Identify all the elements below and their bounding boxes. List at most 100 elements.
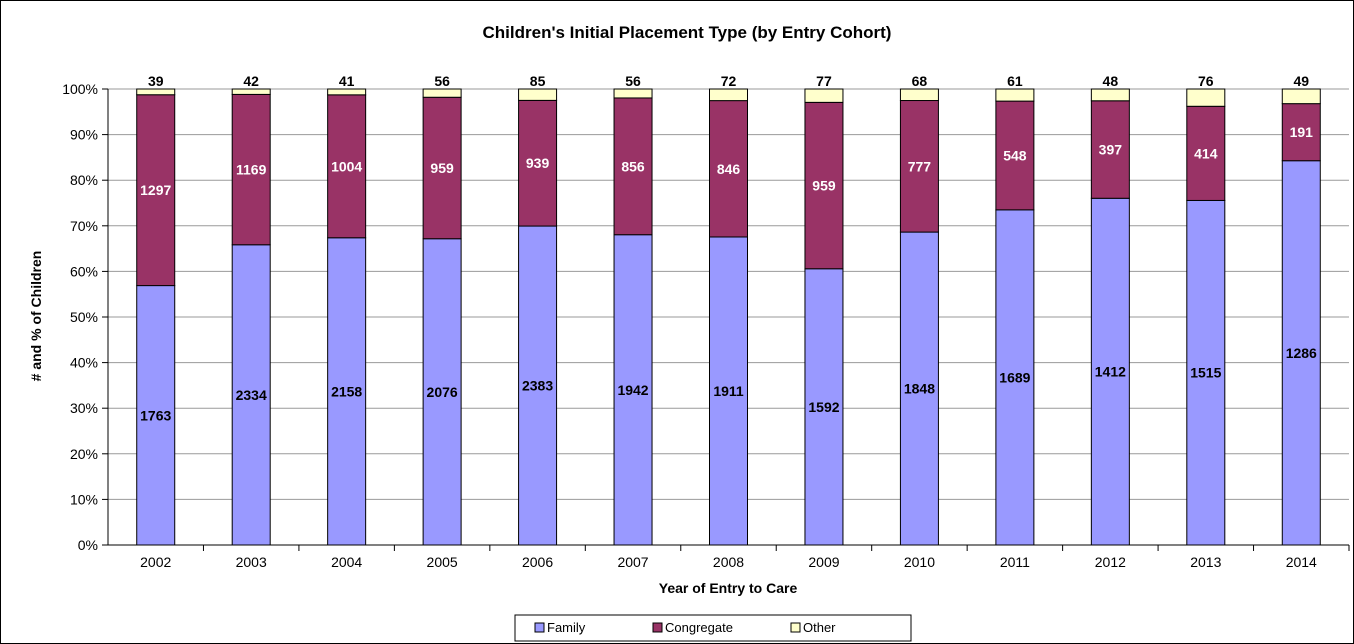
x-tick-label: 2003 bbox=[236, 554, 267, 570]
bar-family-2007 bbox=[613, 234, 653, 546]
y-tick-label: 70% bbox=[70, 218, 98, 234]
y-tick-label: 50% bbox=[70, 309, 98, 325]
data-label-congregate: 777 bbox=[908, 158, 932, 174]
legend-swatch-family bbox=[534, 622, 545, 633]
y-axis-title: # and % of Children bbox=[28, 251, 44, 382]
bar-other-2013 bbox=[1186, 88, 1226, 107]
bar-congregate-2008 bbox=[709, 100, 748, 238]
x-tick-label: 2002 bbox=[140, 554, 171, 570]
bar-family-2004 bbox=[327, 237, 367, 546]
data-label-other: 56 bbox=[434, 73, 450, 89]
bar-family-2013 bbox=[1186, 199, 1226, 546]
x-tick-label: 2012 bbox=[1095, 554, 1126, 570]
bar-congregate-2013 bbox=[1186, 105, 1226, 201]
y-tick-label: 80% bbox=[70, 172, 98, 188]
data-label-family: 2076 bbox=[427, 384, 458, 400]
x-tick-label: 2013 bbox=[1190, 554, 1221, 570]
x-tick-label: 2010 bbox=[904, 554, 935, 570]
bar-congregate-2006 bbox=[518, 99, 558, 227]
bar-congregate-2005 bbox=[422, 96, 462, 240]
x-tick-label: 2005 bbox=[427, 554, 458, 570]
data-label-congregate: 414 bbox=[1194, 145, 1218, 161]
bar-other-2012 bbox=[1090, 88, 1130, 102]
x-tick-label: 2004 bbox=[331, 554, 362, 570]
data-label-family: 1763 bbox=[140, 407, 171, 423]
bar-other-2007 bbox=[613, 88, 653, 99]
bar-family-2006 bbox=[518, 225, 558, 546]
data-label-congregate: 856 bbox=[621, 158, 645, 174]
data-label-other: 76 bbox=[1198, 73, 1214, 89]
data-label-other: 77 bbox=[816, 73, 832, 89]
data-label-other: 49 bbox=[1293, 73, 1309, 89]
data-labels: 1763 1297 39 2334 1169 42 2158 1004 41 2076 959 56 2… bbox=[140, 73, 1317, 423]
bar-congregate-2002 bbox=[136, 94, 176, 287]
data-label-congregate: 1169 bbox=[236, 162, 267, 178]
bar-other-2002 bbox=[136, 88, 176, 96]
data-label-other: 41 bbox=[339, 73, 355, 89]
bar-other-2004 bbox=[327, 88, 367, 96]
y-tick-label: 0% bbox=[78, 537, 98, 553]
data-label-family: 1848 bbox=[904, 381, 935, 397]
y-tick-label: 60% bbox=[70, 263, 98, 279]
data-label-other: 48 bbox=[1103, 73, 1119, 89]
legend-box bbox=[514, 614, 912, 642]
data-label-congregate: 1297 bbox=[140, 182, 171, 198]
bar-congregate-2003 bbox=[231, 93, 271, 246]
bar-other-2011 bbox=[995, 88, 1035, 102]
data-label-family: 1942 bbox=[617, 382, 648, 398]
data-label-family: 2334 bbox=[236, 387, 267, 403]
data-label-other: 85 bbox=[530, 73, 546, 89]
data-label-family: 1911 bbox=[713, 383, 744, 399]
data-label-other: 42 bbox=[243, 73, 259, 89]
y-tick-label: 20% bbox=[70, 446, 98, 462]
data-label-family: 1286 bbox=[1286, 345, 1317, 361]
data-label-other: 68 bbox=[912, 73, 928, 89]
x-tick-label: 2008 bbox=[713, 554, 744, 570]
x-tick-label: 2011 bbox=[1000, 554, 1030, 570]
x-tick-label: 2007 bbox=[617, 554, 648, 570]
x-tick-label: 2014 bbox=[1286, 554, 1317, 570]
x-tick-label: 2009 bbox=[808, 554, 839, 570]
bar-congregate-2011 bbox=[995, 100, 1035, 211]
bar-congregate-2009 bbox=[804, 101, 844, 270]
bar-other-2009 bbox=[804, 88, 844, 103]
bar-family-2009 bbox=[804, 268, 844, 546]
data-label-congregate: 846 bbox=[717, 161, 741, 177]
data-label-congregate: 191 bbox=[1290, 124, 1314, 140]
bar-family-2008 bbox=[709, 236, 748, 546]
data-label-family: 1592 bbox=[808, 399, 839, 415]
bars bbox=[136, 88, 1321, 546]
data-label-other: 56 bbox=[625, 73, 641, 89]
data-label-family: 2158 bbox=[331, 383, 362, 399]
bar-family-2011 bbox=[995, 209, 1035, 546]
data-label-family: 1412 bbox=[1095, 364, 1126, 380]
data-label-other: 61 bbox=[1007, 73, 1023, 89]
bar-other-2006 bbox=[518, 88, 558, 101]
data-label-other: 72 bbox=[721, 73, 737, 89]
bar-other-2003 bbox=[231, 88, 271, 95]
bar-other-2008 bbox=[709, 88, 748, 102]
y-tick-label: 30% bbox=[70, 400, 98, 416]
bar-congregate-2007 bbox=[613, 97, 653, 236]
data-label-family: 2383 bbox=[522, 378, 553, 394]
data-label-congregate: 397 bbox=[1099, 142, 1123, 158]
bar-family-2012 bbox=[1090, 197, 1130, 546]
bar-family-2010 bbox=[899, 231, 939, 546]
axes: 0% 10% 20% 30% 40% 50% 60% 70% 80% 90% 100% 2002 200… bbox=[62, 81, 1350, 570]
legend-label-family: Family bbox=[547, 620, 586, 635]
y-tick-label: 100% bbox=[62, 81, 98, 97]
data-label-congregate: 959 bbox=[430, 160, 454, 176]
bar-other-2010 bbox=[899, 88, 939, 102]
data-label-other: 39 bbox=[148, 73, 164, 89]
y-tick-label: 10% bbox=[70, 491, 98, 507]
chart-title: Children's Initial Placement Type (by En… bbox=[483, 23, 892, 42]
legend-label-congregate: Congregate bbox=[665, 620, 733, 635]
legend: Family Congregate Other bbox=[514, 614, 912, 642]
data-label-congregate: 548 bbox=[1003, 147, 1027, 163]
y-tick-label: 40% bbox=[70, 355, 98, 371]
data-label-congregate: 959 bbox=[812, 178, 836, 194]
x-tick-label: 2006 bbox=[522, 554, 553, 570]
legend-swatch-other bbox=[790, 622, 801, 633]
